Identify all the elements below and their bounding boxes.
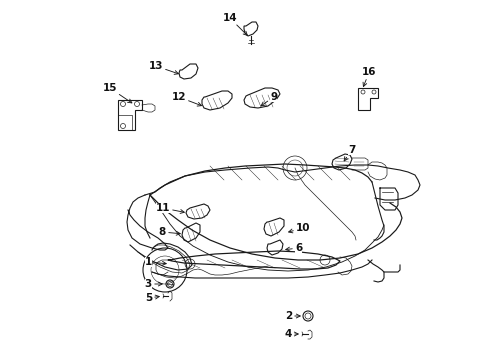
- Text: 12: 12: [172, 92, 201, 106]
- Text: 14: 14: [222, 13, 247, 35]
- Text: 16: 16: [362, 67, 376, 86]
- Text: 11: 11: [155, 203, 184, 213]
- Text: 7: 7: [344, 145, 355, 161]
- Text: 5: 5: [145, 293, 159, 303]
- Text: 2: 2: [285, 311, 300, 321]
- Text: 4: 4: [285, 329, 298, 339]
- Text: 8: 8: [159, 227, 180, 237]
- Text: 9: 9: [261, 92, 277, 106]
- Text: 1: 1: [145, 257, 166, 267]
- Text: 6: 6: [286, 243, 302, 253]
- Text: 10: 10: [289, 223, 311, 233]
- Text: 15: 15: [102, 83, 132, 103]
- Text: 3: 3: [145, 279, 162, 289]
- Text: 13: 13: [148, 61, 178, 75]
